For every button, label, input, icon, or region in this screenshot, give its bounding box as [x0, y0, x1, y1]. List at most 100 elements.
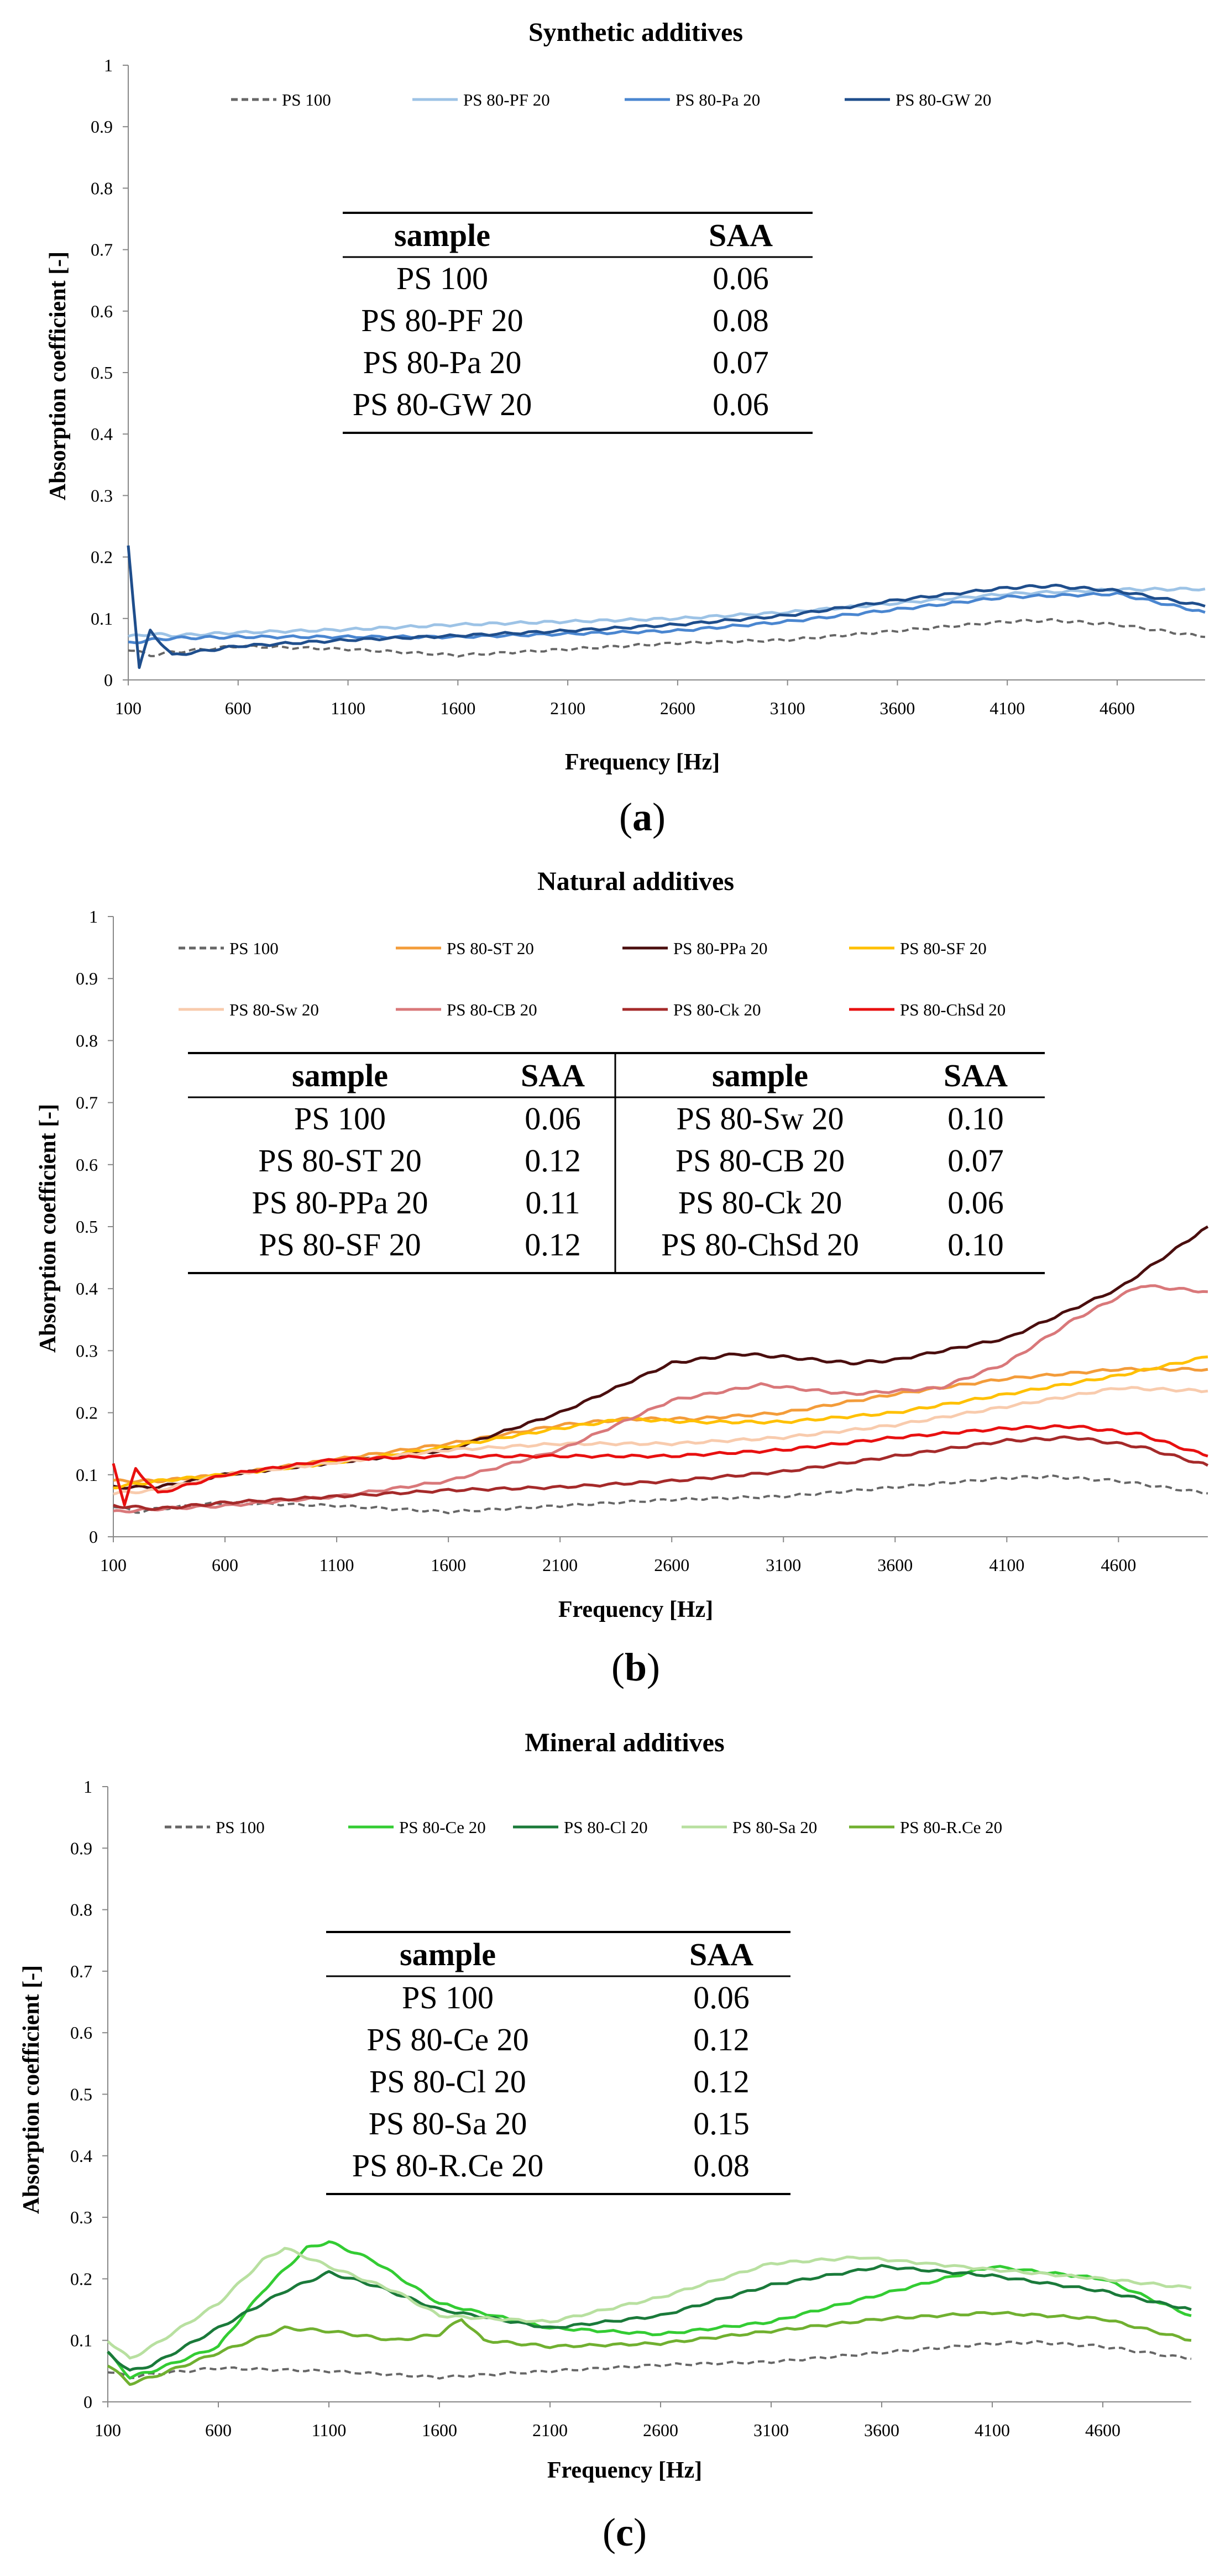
table-cell: PS 80-Cl 20 [369, 2064, 526, 2099]
legend-label-ps-80-st-20: PS 80-ST 20 [447, 939, 534, 958]
table-cell: PS 80-SF 20 [259, 1227, 421, 1263]
table-cell: 0.10 [947, 1227, 1004, 1263]
x-tick-labels: 100 600 1100 1600 2100 2600 3100 3600 4100 4600 [115, 680, 1135, 718]
x-tick-label: 2100 [542, 1555, 578, 1575]
y-tick-label: 0.4 [91, 424, 113, 444]
legend-label-ps-80-ce-20: PS 80-Ce 20 [399, 1818, 486, 1837]
y-tick-labels: 0 0.1 0.2 0.3 0.4 0.5 0.6 0.7 0.8 0.9 1 [91, 55, 128, 690]
y-tick-label: 0 [83, 2392, 92, 2412]
series-line-ps-80-sa-20 [107, 2247, 1192, 2360]
y-tick-label: 0.6 [76, 1155, 98, 1175]
y-tick-label: 0.7 [76, 1093, 98, 1113]
y-tick-labels: 0 0.1 0.2 0.3 0.4 0.5 0.6 0.7 0.8 0.9 1 [70, 1777, 108, 2412]
table-cell: 0.12 [693, 2022, 750, 2057]
x-tick-label: 2600 [654, 1555, 689, 1575]
table-cell: PS 100 [294, 1101, 386, 1137]
y-tick-label: 0.1 [76, 1465, 98, 1485]
y-tick-label: 0.5 [91, 363, 113, 383]
saa-table: sample SAA sample SAA PS 100 0.06 PS 80-Sw 20 0… [188, 1052, 1045, 1274]
panel-caption: (b) [611, 1645, 660, 1689]
table-cell: 0.06 [713, 386, 769, 422]
y-tick-label: 0.6 [70, 2023, 92, 2043]
chart-title: Natural additives [537, 867, 734, 896]
x-tick-label: 3100 [766, 1555, 801, 1575]
x-tick-label: 600 [212, 1555, 238, 1575]
series-lines [127, 545, 1206, 669]
x-axis-label: Frequency [Hz] [565, 750, 720, 775]
legend-label-ps-100: PS 100 [229, 939, 279, 958]
y-tick-label: 0.2 [70, 2269, 92, 2289]
y-tick-label: 0.9 [91, 117, 113, 137]
table-cell: 0.08 [693, 2148, 750, 2184]
table-header: sample [292, 1057, 388, 1093]
series-line-ps-80-st-20 [113, 1366, 1208, 1484]
table-header: sample [400, 1936, 496, 1972]
series-line-ps-80-chsd-20 [112, 1424, 1208, 1507]
table-cell: PS 80-Sa 20 [369, 2106, 527, 2142]
x-tick-label: 3100 [770, 698, 805, 718]
y-tick-label: 0.8 [70, 1900, 92, 1920]
caption-letter: b [625, 1645, 647, 1689]
table-cell: PS 80-PF 20 [361, 302, 523, 338]
x-tick-label: 4100 [975, 2420, 1010, 2440]
y-tick-label: 1 [83, 1777, 92, 1797]
x-tick-label: 100 [115, 698, 142, 718]
table-cell: 0.15 [693, 2106, 750, 2142]
panel-natural: Natural additives 0 0.1 0.2 0.3 0.4 0.5 0.6 0.7… [35, 867, 1209, 1689]
table-cell: PS 80-GW 20 [353, 386, 532, 422]
x-tick-label: 2600 [643, 2420, 678, 2440]
x-tick-label: 1600 [431, 1555, 466, 1575]
panel-caption: (c) [603, 2510, 647, 2554]
legend-label-ps-80-cl-20: PS 80-Cl 20 [564, 1818, 648, 1837]
series-lines [112, 1225, 1209, 1515]
table-cell: PS 100 [396, 260, 488, 296]
table-cell: 0.08 [713, 302, 769, 338]
y-tick-label: 0.5 [70, 2085, 92, 2104]
legend: PS 100 PS 80-Ce 20 PS 80-Cl 20 PS 80-Sa 20 P… [165, 1818, 1002, 1837]
x-tick-label: 3600 [879, 698, 915, 718]
y-tick-label: 0.2 [76, 1403, 98, 1423]
saa-table: sample SAA PS 100 0.06 PS 80-Ce 20 0.12 PS 80-… [326, 1931, 790, 2195]
x-tick-labels: 100 600 1100 1600 2100 2600 3100 3600 4100 4600 [95, 2402, 1120, 2440]
y-tick-label: 0.7 [70, 1961, 92, 1981]
table-cell: 0.12 [525, 1227, 581, 1263]
table-cell: 0.07 [713, 344, 769, 380]
axes [113, 917, 1208, 1537]
y-axis-label: Absorption coefficient [-] [45, 252, 71, 500]
y-tick-label: 0.4 [76, 1279, 98, 1299]
table-header: SAA [944, 1057, 1008, 1093]
table-cell: PS 80-Ce 20 [366, 2022, 528, 2057]
table-cell: 0.06 [693, 1980, 750, 2015]
table-header: SAA [709, 217, 773, 253]
table-cell: 0.06 [947, 1185, 1004, 1221]
y-tick-label: 1 [89, 907, 98, 926]
x-tick-label: 1100 [331, 698, 365, 718]
legend-label-ps-100: PS 100 [216, 1818, 265, 1837]
x-tick-label: 2100 [550, 698, 585, 718]
caption-letter: a [632, 795, 652, 839]
y-axis-label: Absorption coefficient [-] [19, 1965, 44, 2214]
x-tick-label: 2100 [532, 2420, 568, 2440]
x-tick-label: 600 [225, 698, 252, 718]
series-line-ps-80-ce-20 [107, 2240, 1192, 2380]
y-tick-label: 0.7 [91, 240, 113, 260]
x-tick-label: 2600 [660, 698, 695, 718]
legend: PS 100 PS 80-PF 20 PS 80-Pa 20 PS 80-GW 20 [231, 90, 991, 109]
table-cell: PS 80-PPa 20 [252, 1185, 428, 1221]
legend-label-ps-80-chsd-20: PS 80-ChSd 20 [900, 1000, 1006, 1019]
table-cell: PS 80-CB 20 [676, 1143, 845, 1179]
legend-label-ps-80-gw-20: PS 80-GW 20 [896, 90, 991, 109]
table-cell: 0.06 [713, 260, 769, 296]
y-tick-label: 0.2 [91, 547, 113, 567]
axes [128, 65, 1205, 680]
series-line-ps-100 [107, 2339, 1192, 2380]
y-tick-label: 0.6 [91, 301, 113, 321]
y-tick-label: 0.3 [70, 2207, 92, 2227]
y-axis-label: Absorption coefficient [-] [35, 1104, 61, 1353]
x-tick-label: 3100 [753, 2420, 789, 2440]
y-tick-label: 0.3 [76, 1341, 98, 1360]
table-cell: PS 80-R.Ce 20 [352, 2148, 543, 2184]
table-header: sample [712, 1057, 808, 1093]
y-tick-label: 0.8 [76, 1030, 98, 1050]
